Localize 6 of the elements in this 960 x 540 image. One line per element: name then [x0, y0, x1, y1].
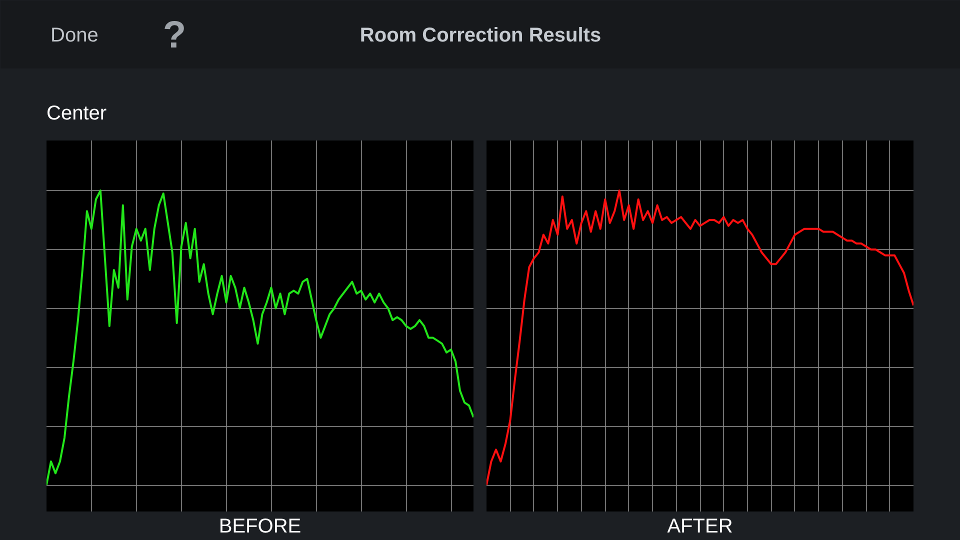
x-axis-title: BEFORE — [218, 516, 302, 538]
text: Done — [50, 24, 98, 46]
text: ? — [162, 14, 186, 56]
x-axis-title: AFTER — [667, 516, 733, 538]
chart-subtitle: Center — [46, 102, 107, 124]
chart-title: Room Correction Results — [360, 24, 602, 46]
